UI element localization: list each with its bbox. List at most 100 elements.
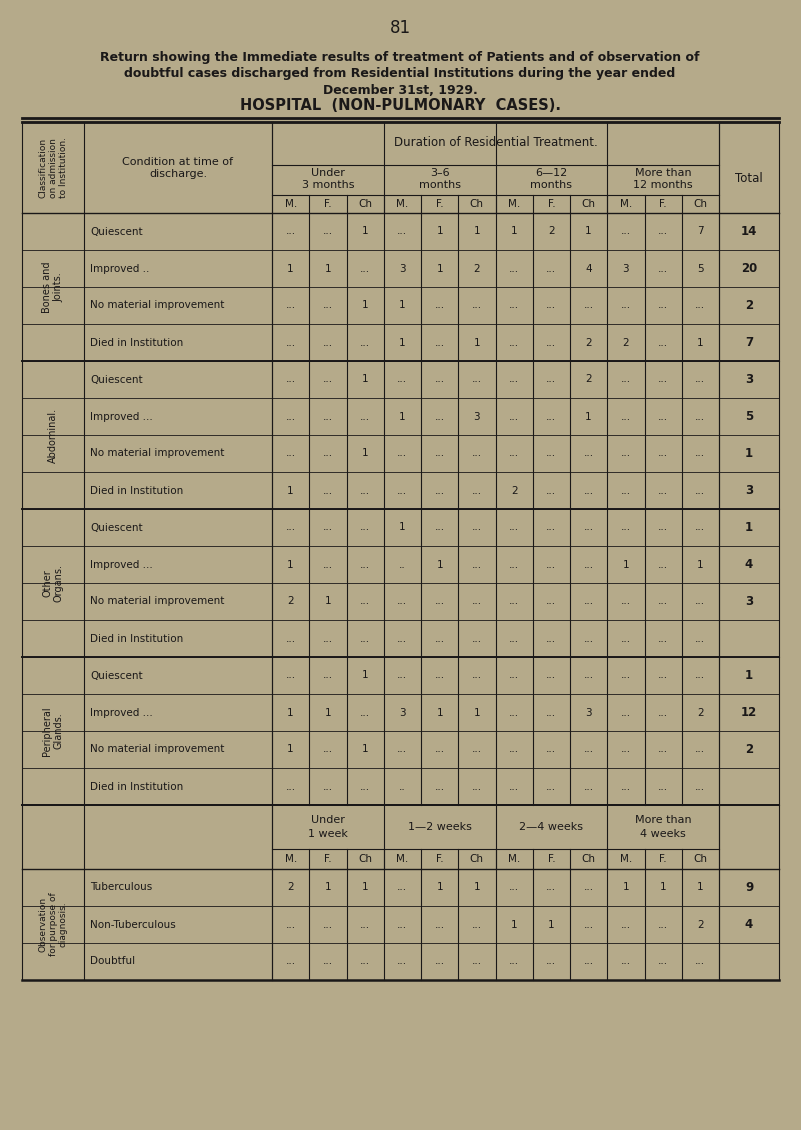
Text: 1: 1 — [622, 883, 630, 893]
Text: 2: 2 — [697, 707, 704, 718]
Text: Died in Institution: Died in Institution — [90, 782, 183, 791]
Text: 3: 3 — [622, 263, 630, 273]
Text: ...: ... — [509, 559, 519, 570]
Text: ...: ... — [584, 920, 594, 930]
Text: ...: ... — [435, 301, 445, 311]
Text: 3: 3 — [586, 707, 592, 718]
Text: ...: ... — [658, 486, 668, 495]
Text: ...: ... — [360, 707, 370, 718]
Text: ...: ... — [435, 920, 445, 930]
Text: 2: 2 — [288, 883, 294, 893]
Text: ...: ... — [695, 374, 706, 384]
Text: 3: 3 — [745, 596, 753, 608]
Text: ...: ... — [323, 634, 333, 643]
Text: ...: ... — [658, 522, 668, 532]
Text: F.: F. — [436, 854, 444, 864]
Text: ...: ... — [472, 597, 482, 607]
Text: ...: ... — [509, 338, 519, 348]
Text: 5: 5 — [697, 263, 704, 273]
Text: ...: ... — [472, 956, 482, 966]
Text: 1: 1 — [622, 559, 630, 570]
Text: Ch: Ch — [694, 854, 707, 864]
Text: ...: ... — [546, 338, 557, 348]
Text: 14: 14 — [741, 225, 757, 238]
Text: ...: ... — [472, 745, 482, 755]
Text: ...: ... — [658, 745, 668, 755]
Text: F.: F. — [324, 199, 332, 209]
Text: ...: ... — [658, 597, 668, 607]
Text: 1: 1 — [399, 338, 405, 348]
Text: Quiescent: Quiescent — [90, 522, 143, 532]
Text: ...: ... — [658, 411, 668, 421]
Text: Improved ...: Improved ... — [90, 411, 153, 421]
Text: ...: ... — [323, 338, 333, 348]
Text: Improved ..: Improved .. — [90, 263, 149, 273]
Text: 1: 1 — [399, 301, 405, 311]
Text: ...: ... — [397, 597, 408, 607]
Text: ...: ... — [546, 559, 557, 570]
Text: ...: ... — [695, 597, 706, 607]
Text: Tuberculous: Tuberculous — [90, 883, 152, 893]
Text: ...: ... — [695, 745, 706, 755]
Text: M.: M. — [396, 199, 409, 209]
Text: M.: M. — [284, 199, 296, 209]
Text: ...: ... — [621, 670, 631, 680]
Text: 4 weeks: 4 weeks — [640, 829, 686, 838]
Text: 1: 1 — [362, 301, 368, 311]
Text: ...: ... — [360, 263, 370, 273]
Text: ...: ... — [435, 782, 445, 791]
Text: ...: ... — [286, 522, 296, 532]
Text: 1: 1 — [697, 559, 704, 570]
Text: ...: ... — [621, 634, 631, 643]
Text: 1—2 weeks: 1—2 weeks — [408, 822, 472, 832]
Text: ...: ... — [435, 745, 445, 755]
Text: No material improvement: No material improvement — [90, 745, 224, 755]
Text: Improved ...: Improved ... — [90, 707, 153, 718]
Text: 1: 1 — [324, 597, 331, 607]
Text: ...: ... — [546, 522, 557, 532]
Text: ...: ... — [621, 301, 631, 311]
Text: ...: ... — [323, 226, 333, 236]
Text: ...: ... — [546, 670, 557, 680]
Text: Under: Under — [311, 168, 344, 179]
Text: ...: ... — [584, 670, 594, 680]
Text: ...: ... — [658, 263, 668, 273]
Text: 5: 5 — [745, 410, 753, 423]
Text: Ch: Ch — [358, 199, 372, 209]
Text: Bones and
Joints.: Bones and Joints. — [42, 261, 64, 313]
Text: ...: ... — [584, 634, 594, 643]
Text: 1: 1 — [288, 559, 294, 570]
Text: ...: ... — [397, 374, 408, 384]
Text: No material improvement: No material improvement — [90, 301, 224, 311]
Text: 1: 1 — [473, 226, 480, 236]
Text: 4: 4 — [745, 918, 753, 931]
Text: F.: F. — [659, 199, 667, 209]
Text: No material improvement: No material improvement — [90, 597, 224, 607]
Text: 4: 4 — [586, 263, 592, 273]
Text: ...: ... — [695, 449, 706, 459]
Text: ...: ... — [472, 782, 482, 791]
Text: ...: ... — [621, 920, 631, 930]
Text: Quiescent: Quiescent — [90, 374, 143, 384]
Text: ...: ... — [472, 522, 482, 532]
Text: ...: ... — [658, 374, 668, 384]
Text: Improved ...: Improved ... — [90, 559, 153, 570]
Text: ...: ... — [323, 745, 333, 755]
Text: ...: ... — [435, 411, 445, 421]
Text: ...: ... — [435, 486, 445, 495]
Text: ...: ... — [286, 956, 296, 966]
Text: ...: ... — [546, 883, 557, 893]
Text: Doubtful: Doubtful — [90, 956, 135, 966]
Text: 1: 1 — [437, 883, 443, 893]
Text: 1: 1 — [697, 338, 704, 348]
Text: 1: 1 — [745, 447, 753, 460]
Text: Quiescent: Quiescent — [90, 226, 143, 236]
Text: F.: F. — [659, 854, 667, 864]
Text: ...: ... — [658, 782, 668, 791]
Text: ...: ... — [360, 411, 370, 421]
Text: ...: ... — [658, 707, 668, 718]
Text: ...: ... — [621, 226, 631, 236]
Text: 1: 1 — [437, 559, 443, 570]
Text: ...: ... — [360, 782, 370, 791]
Text: 2: 2 — [622, 338, 630, 348]
